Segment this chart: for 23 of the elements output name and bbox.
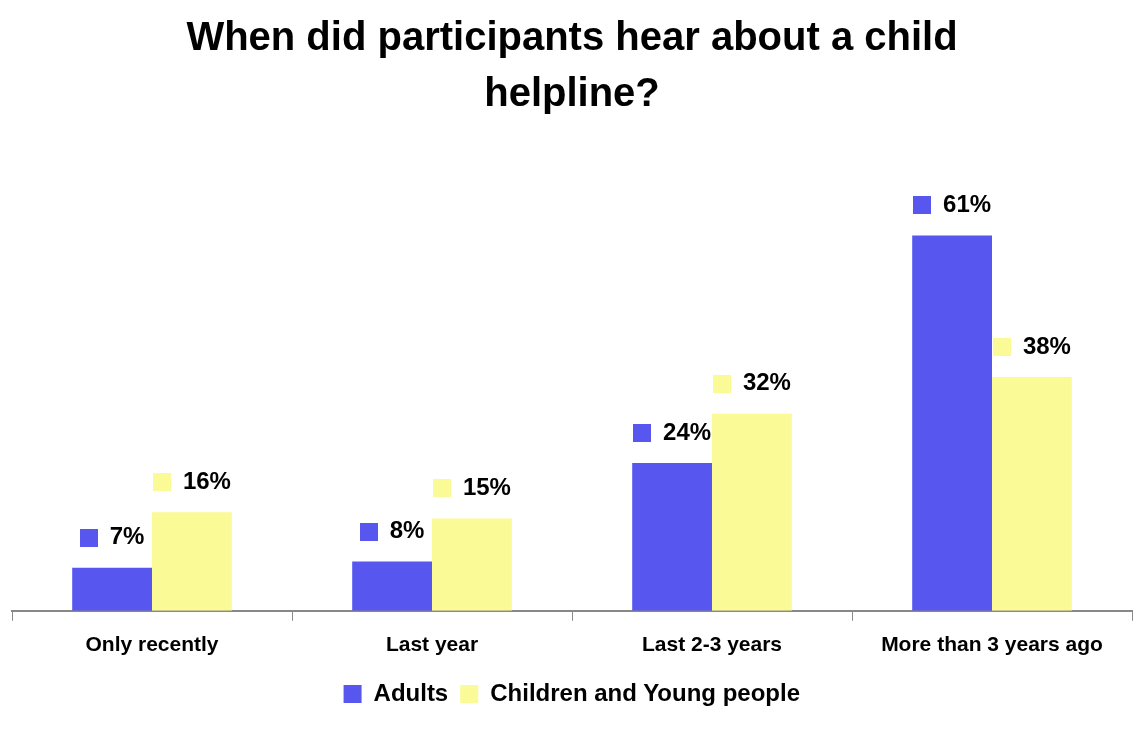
x-tick-label: Only recently xyxy=(85,632,219,656)
data-label: 38% xyxy=(1022,331,1071,359)
data-label: 61% xyxy=(943,190,992,218)
data-label: 8% xyxy=(389,516,425,544)
data-label: 24% xyxy=(663,417,712,445)
bar xyxy=(712,413,792,611)
data-label: 7% xyxy=(109,522,145,550)
data-label: 16% xyxy=(182,466,231,494)
x-tick-label: Last 2-3 years xyxy=(641,632,783,656)
x-tick-label: Last year xyxy=(385,632,479,656)
chart-title: When did participants hear about a child helpline? xyxy=(185,13,959,116)
data-label: 15% xyxy=(462,473,511,501)
data-label: 32% xyxy=(742,368,791,396)
legend-label: Children and Young people xyxy=(490,678,801,706)
bar xyxy=(432,518,512,611)
bar xyxy=(912,235,992,611)
bar xyxy=(152,512,232,611)
bar xyxy=(632,463,712,611)
x-tick-label: More than 3 years ago xyxy=(881,632,1103,656)
bar xyxy=(992,376,1072,611)
bar xyxy=(72,567,152,611)
legend-label: Adults xyxy=(373,678,449,706)
bar xyxy=(352,561,432,611)
